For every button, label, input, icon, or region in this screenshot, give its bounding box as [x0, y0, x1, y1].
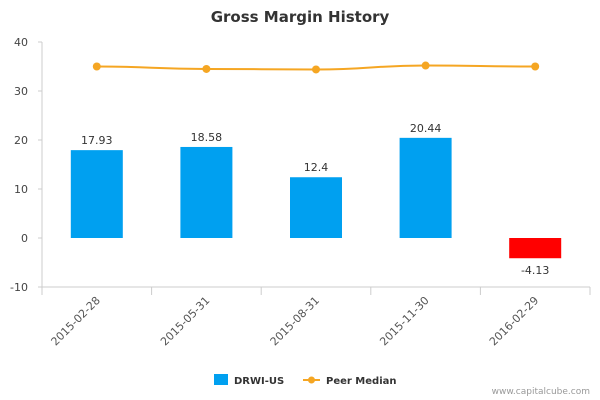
bar [70, 150, 123, 238]
x-tick-label: 2015-08-31 [268, 294, 322, 348]
bar [180, 146, 233, 238]
x-tick-label: 2015-11-30 [377, 294, 431, 348]
y-tick-label: 10 [14, 183, 28, 196]
x-tick-label: 2016-02-29 [487, 294, 541, 348]
peer-median-point [202, 64, 211, 73]
y-tick-label: 20 [14, 134, 28, 147]
y-axis: -10 0 10 20 30 40 [10, 36, 43, 294]
y-tick-label: 0 [21, 232, 28, 245]
x-axis: 2015-02-28 2015-05-31 2015-08-31 2015-11-30… [41, 286, 591, 348]
x-tick-label: 2015-02-28 [49, 294, 103, 348]
data-labels: 17.93 18.58 12.4 20.44 -4.13 [81, 122, 549, 277]
legend: DRWI-US Peer Median [214, 374, 397, 387]
x-tick-label: 2015-05-31 [158, 294, 212, 348]
chart-title: Gross Margin History [211, 8, 390, 26]
peer-median-point [312, 65, 320, 74]
bar-data-label: -4.13 [521, 264, 549, 277]
legend-marker-peer [308, 376, 315, 384]
legend-label-drwi: DRWI-US [234, 376, 284, 387]
bar-data-label: 20.44 [410, 122, 442, 135]
peer-median-point [531, 62, 540, 71]
y-tick-label: 40 [14, 36, 28, 49]
y-tick-label: -10 [10, 281, 28, 294]
bar-data-label: 12.4 [304, 161, 329, 174]
peer-median-point [92, 62, 101, 71]
bar [399, 137, 452, 238]
legend-swatch-drwi [214, 374, 228, 385]
legend-label-peer: Peer Median [326, 376, 397, 387]
bar-data-label: 17.93 [81, 134, 113, 147]
bar-series [70, 137, 562, 259]
bar [290, 177, 342, 238]
bar [509, 238, 562, 259]
bar-data-label: 18.58 [191, 131, 223, 144]
peer-median-point [421, 61, 430, 70]
source-credit: www.capitalcube.com [492, 387, 590, 397]
y-tick-label: 30 [14, 85, 28, 98]
peer-median-series [92, 61, 540, 74]
